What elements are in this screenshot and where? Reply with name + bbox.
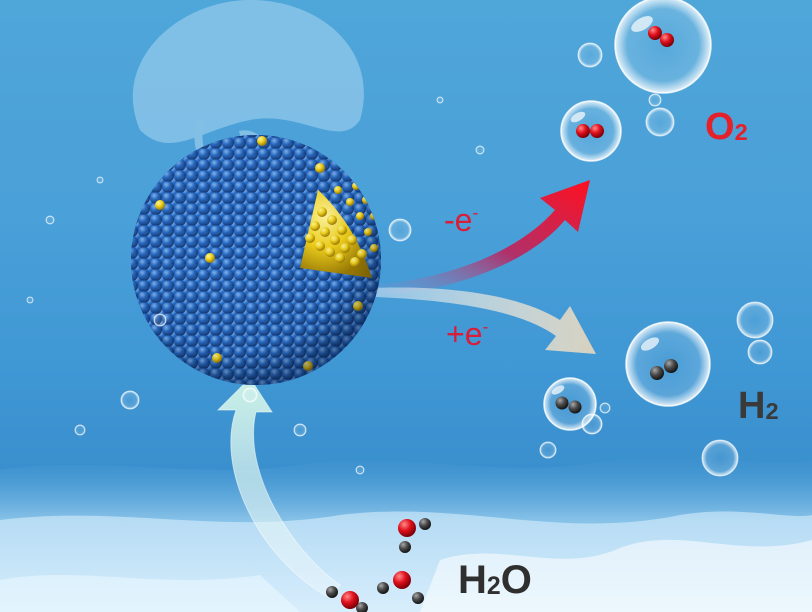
h2o-molecule [398, 518, 431, 553]
reduction-arrow [372, 287, 596, 354]
h2-bubble-large [625, 321, 711, 407]
h2o-label: H2O [458, 558, 532, 602]
h2-molecule [650, 359, 678, 380]
h2-label: H2 [738, 385, 779, 427]
water-surface [0, 457, 812, 612]
h2o-molecule [377, 571, 424, 604]
oxidation-electron-label: -e- [444, 202, 479, 238]
o2-molecule [576, 124, 604, 138]
o2-bubble-small [560, 100, 622, 162]
reduction-electron-label: +e- [446, 316, 489, 352]
o2-label: O2 [705, 106, 748, 148]
oxidation-arrow [370, 180, 590, 296]
ambient-bubbles [26, 42, 774, 477]
nanoparticle-sphere [131, 135, 381, 385]
h2-bubble-small [543, 377, 603, 435]
h2-molecule [555, 396, 582, 414]
o2-molecule [648, 26, 674, 47]
o2-bubble-large [614, 0, 712, 94]
h2o-molecule [326, 586, 368, 612]
